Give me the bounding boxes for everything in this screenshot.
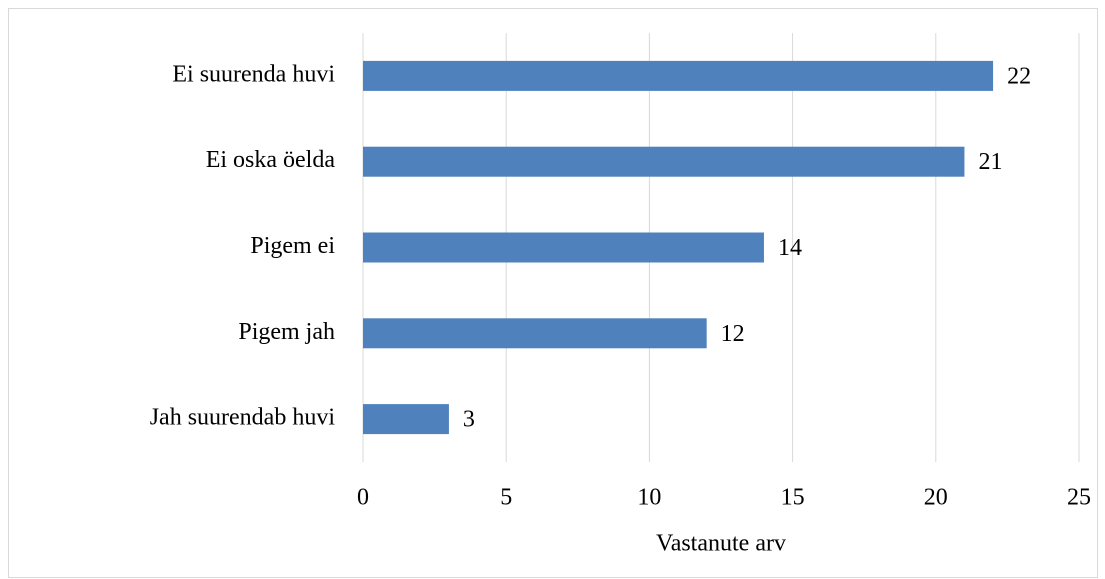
bar	[363, 60, 994, 91]
y-tick-label: Ei suurenda huvi	[172, 61, 335, 87]
bar	[363, 318, 707, 349]
y-tick-label: Pigem ei	[250, 233, 335, 259]
y-tick-label: Pigem jah	[238, 319, 335, 345]
y-tick-label: Jah suurendab huvi	[150, 405, 336, 431]
x-tick-label: 10	[637, 485, 661, 511]
x-tick-label: 0	[357, 485, 369, 511]
chart-border	[8, 8, 1098, 578]
x-tick-label: 25	[1067, 485, 1091, 511]
data-label: 12	[721, 321, 745, 347]
data-label: 21	[978, 149, 1002, 175]
data-label: 14	[778, 235, 802, 261]
x-tick-label: 15	[781, 485, 805, 511]
x-tick-label: 5	[500, 485, 512, 511]
data-label: 22	[1007, 63, 1031, 89]
x-tick-label: 20	[924, 485, 948, 511]
bar	[363, 232, 764, 263]
data-label: 3	[463, 407, 475, 433]
bar	[363, 146, 965, 177]
y-tick-label: Ei oska öelda	[206, 147, 336, 173]
x-axis-label: Vastanute arv	[656, 531, 786, 557]
bar	[363, 404, 449, 435]
